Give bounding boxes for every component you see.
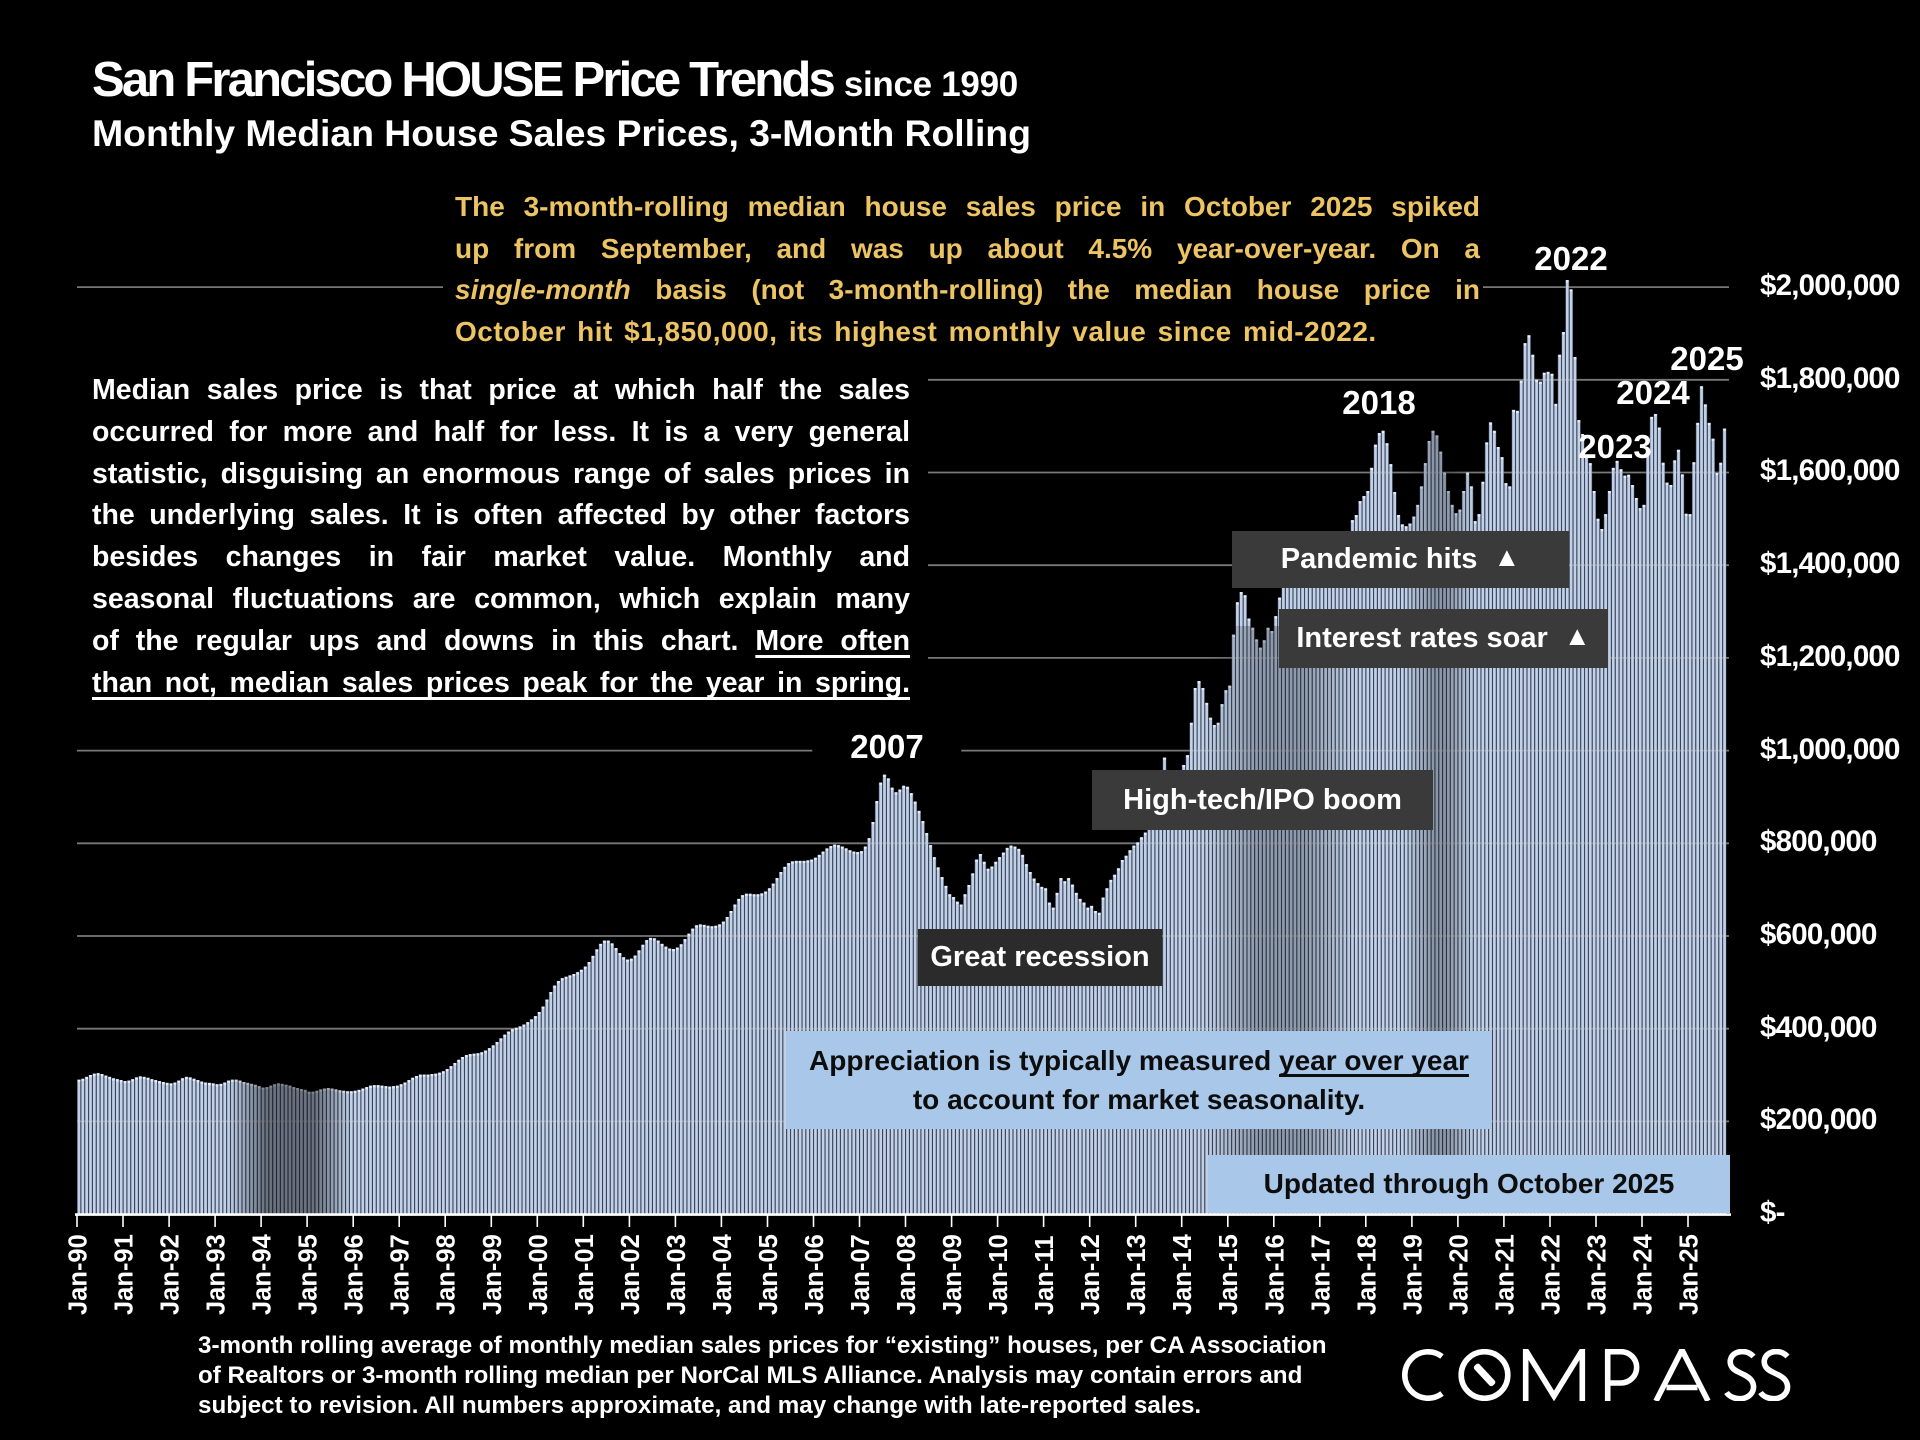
svg-text:Jan-03: Jan-03 — [663, 1234, 691, 1315]
svg-text:Jan-04: Jan-04 — [709, 1233, 737, 1315]
svg-text:Jan-15: Jan-15 — [1215, 1234, 1243, 1315]
svg-text:Jan-14: Jan-14 — [1169, 1233, 1197, 1315]
svg-text:Jan-16: Jan-16 — [1261, 1234, 1289, 1315]
svg-text:Jan-95: Jan-95 — [295, 1234, 323, 1315]
svg-text:Jan-98: Jan-98 — [433, 1234, 461, 1315]
svg-text:Jan-02: Jan-02 — [617, 1234, 645, 1315]
svg-text:Jan-96: Jan-96 — [341, 1234, 369, 1315]
svg-text:Jan-00: Jan-00 — [525, 1234, 553, 1315]
svg-text:Jan-20: Jan-20 — [1445, 1234, 1473, 1315]
svg-text:Jan-91: Jan-91 — [111, 1234, 139, 1315]
svg-text:Jan-05: Jan-05 — [755, 1234, 783, 1315]
svg-text:Jan-07: Jan-07 — [847, 1234, 875, 1315]
svg-text:Jan-99: Jan-99 — [479, 1234, 507, 1315]
svg-text:Jan-90: Jan-90 — [65, 1234, 93, 1315]
svg-text:Jan-19: Jan-19 — [1399, 1234, 1427, 1315]
svg-text:Jan-11: Jan-11 — [1031, 1236, 1059, 1315]
svg-text:Jan-10: Jan-10 — [985, 1234, 1013, 1315]
svg-text:Jan-94: Jan-94 — [249, 1233, 277, 1315]
svg-text:Jan-06: Jan-06 — [801, 1234, 829, 1315]
svg-text:Jan-01: Jan-01 — [571, 1234, 599, 1315]
svg-text:Jan-13: Jan-13 — [1123, 1234, 1151, 1315]
svg-text:Jan-08: Jan-08 — [893, 1234, 921, 1315]
svg-text:Jan-18: Jan-18 — [1353, 1234, 1381, 1315]
svg-text:Jan-22: Jan-22 — [1538, 1234, 1566, 1315]
svg-text:Jan-21: Jan-21 — [1491, 1234, 1519, 1315]
svg-text:Jan-09: Jan-09 — [939, 1234, 967, 1315]
svg-text:Jan-12: Jan-12 — [1077, 1234, 1105, 1315]
svg-text:Jan-92: Jan-92 — [157, 1234, 185, 1315]
svg-text:Jan-93: Jan-93 — [203, 1234, 231, 1315]
svg-text:Jan-17: Jan-17 — [1307, 1234, 1335, 1315]
svg-text:Jan-23: Jan-23 — [1584, 1234, 1612, 1315]
svg-text:Jan-97: Jan-97 — [387, 1234, 415, 1315]
svg-text:Jan-24: Jan-24 — [1630, 1233, 1658, 1315]
svg-text:Jan-25: Jan-25 — [1676, 1234, 1704, 1315]
